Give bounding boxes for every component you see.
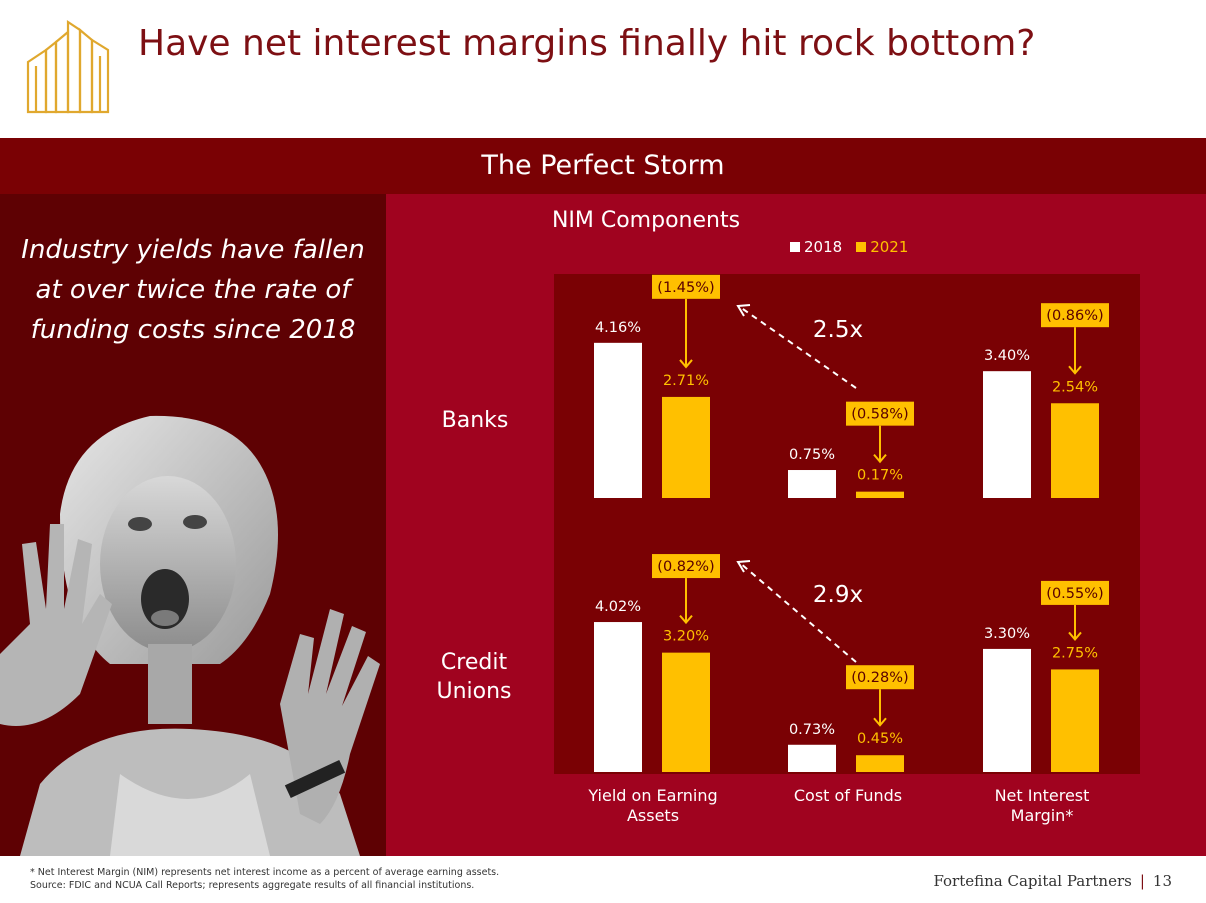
- change-arrowhead-credit-unions-nim: [1068, 631, 1082, 641]
- comparison-arrow-credit-unions: [739, 562, 857, 663]
- nim-bar-chart: 4.16% 2.71% (1.45%) 0.75% 0.17% (0.58%) 3.40% 2…: [594, 274, 1109, 772]
- row-label-credit-unions: Credit Unions: [436, 650, 512, 704]
- slide-header: Have net interest margins finally hit ro…: [0, 0, 1206, 138]
- slide-title: Have net interest margins finally hit ro…: [138, 23, 1036, 64]
- footer-separator: |: [1139, 872, 1145, 890]
- screaming-woman-photo: [0, 415, 380, 856]
- data-label-2018-banks-nim: 3.40%: [984, 348, 1030, 364]
- change-box-banks-nim: [1041, 303, 1109, 328]
- page-number: 13: [1152, 872, 1172, 890]
- bar-2021-credit-unions-yield: [662, 652, 710, 772]
- section-banner: The Perfect Storm: [0, 138, 1206, 194]
- bar-2018-banks-yield: [594, 342, 642, 498]
- data-label-2018-banks-cost: 0.75%: [789, 447, 835, 463]
- bar-2021-credit-unions-cost: [856, 755, 904, 772]
- row-label-banks: Banks: [441, 408, 509, 433]
- change-arrowhead-banks-cost: [873, 454, 887, 464]
- bar-2018-credit-unions-nim: [983, 648, 1031, 772]
- data-label-2021-banks-yield: 2.71%: [663, 373, 709, 389]
- comparison-arrowhead-credit-unions: [736, 560, 751, 573]
- comparison-arrowhead-banks: [736, 304, 751, 317]
- change-box-banks-yield: [652, 274, 720, 299]
- legend-item-2021: 2021: [856, 238, 908, 256]
- bar-2021-banks-cost: [856, 491, 904, 498]
- change-label-credit-unions-nim: (0.55%): [1046, 586, 1103, 602]
- change-arrowhead-banks-yield: [679, 359, 693, 369]
- change-arrowhead-credit-unions-yield: [679, 614, 693, 625]
- legend-swatch-2021: [856, 242, 867, 252]
- footnote: * Net Interest Margin (NIM) represents n…: [30, 866, 499, 892]
- change-box-credit-unions-yield: [652, 554, 720, 579]
- change-label-banks-yield: (1.45%): [657, 280, 714, 296]
- footer-brand: Fortefina Capital Partners | 13: [933, 872, 1172, 890]
- change-label-credit-unions-yield: (0.82%): [657, 559, 714, 575]
- bar-2021-banks-yield: [662, 396, 710, 498]
- legend-item-2018: 2018: [790, 238, 842, 256]
- bar-2018-credit-unions-yield: [594, 622, 642, 772]
- bar-2018-banks-nim: [983, 371, 1031, 498]
- change-label-banks-nim: (0.86%): [1046, 308, 1103, 324]
- change-label-banks-cost: (0.58%): [851, 407, 908, 423]
- change-box-banks-cost: [846, 401, 914, 426]
- data-label-2021-credit-unions-cost: 0.45%: [857, 731, 903, 747]
- category-label-nim: Net Interest Margin*: [994, 786, 1090, 825]
- data-label-2021-banks-nim: 2.54%: [1052, 379, 1098, 395]
- legend-swatch-2018: [790, 242, 800, 252]
- category-label-cost: Cost of Funds: [793, 786, 903, 805]
- chart-plot-area: [554, 274, 1140, 774]
- data-label-2018-credit-unions-nim: 3.30%: [984, 626, 1030, 642]
- ratio-label-banks: 2.5x: [813, 317, 863, 343]
- change-box-credit-unions-nim: [1041, 580, 1109, 605]
- bar-2021-banks-nim: [1051, 403, 1099, 498]
- headline-text: Industry yields have fallen at over twic…: [21, 235, 365, 345]
- chart-legend: 2018 2021: [790, 238, 908, 256]
- bar-2021-credit-unions-nim: [1051, 669, 1099, 772]
- category-label-yield: Yield on Earning Assets: [588, 786, 718, 825]
- change-label-credit-unions-cost: (0.28%): [851, 670, 908, 686]
- footnote-definition: * Net Interest Margin (NIM) represents n…: [30, 867, 500, 878]
- building-logo-icon: [26, 19, 110, 114]
- data-label-2018-credit-unions-cost: 0.73%: [789, 722, 835, 738]
- data-label-2018-banks-yield: 4.16%: [595, 320, 641, 336]
- change-arrowhead-credit-unions-cost: [873, 717, 887, 727]
- data-label-2021-credit-unions-nim: 2.75%: [1052, 645, 1098, 661]
- brand-name: Fortefina Capital Partners: [933, 872, 1132, 890]
- data-label-2021-credit-unions-yield: 3.20%: [663, 629, 709, 645]
- bar-2018-credit-unions-cost: [788, 744, 836, 772]
- left-panel: Industry yields have fallen at over twic…: [0, 194, 386, 856]
- chart-title: NIM Components: [551, 208, 741, 233]
- comparison-arrow-banks: [739, 306, 857, 389]
- change-box-credit-unions-cost: [846, 665, 914, 690]
- data-label-2021-banks-cost: 0.17%: [857, 468, 903, 484]
- data-label-2018-credit-unions-yield: 4.02%: [595, 599, 641, 615]
- bar-2018-banks-cost: [788, 470, 836, 498]
- footnote-source: Source: FDIC and NCUA Call Reports; repr…: [30, 880, 475, 891]
- ratio-label-credit-unions: 2.9x: [813, 582, 863, 608]
- change-arrowhead-banks-nim: [1068, 365, 1082, 375]
